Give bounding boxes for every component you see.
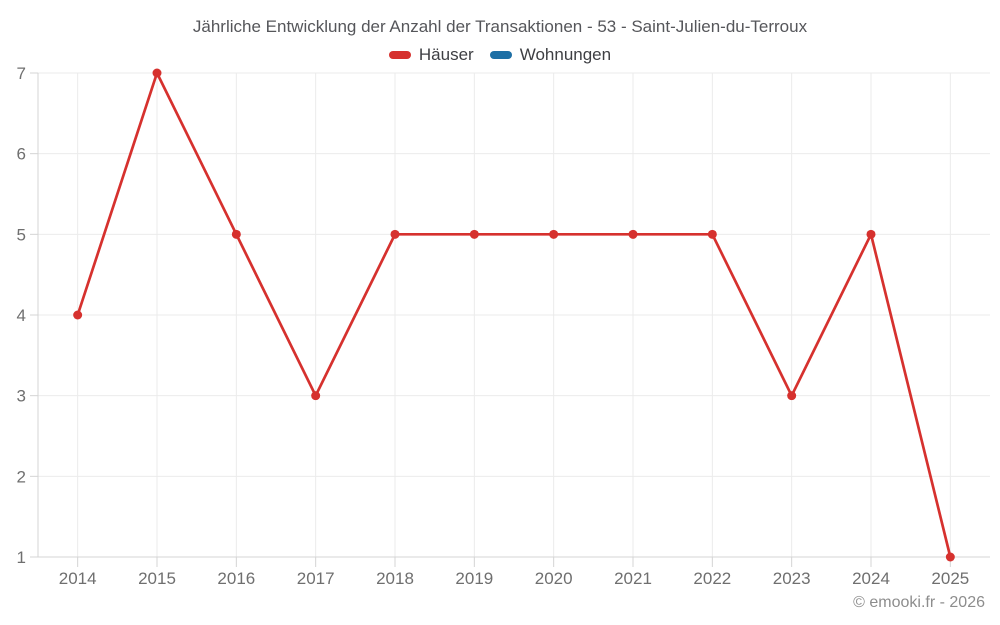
x-axis-label-2022: 2022 bbox=[693, 569, 731, 588]
y-axis-label-6: 6 bbox=[17, 145, 26, 164]
x-axis-label-2018: 2018 bbox=[376, 569, 414, 588]
axes bbox=[30, 72, 990, 567]
y-axis-label-2: 2 bbox=[17, 467, 26, 486]
y-axis-label-7: 7 bbox=[17, 64, 26, 83]
y-axis-label-1: 1 bbox=[17, 548, 26, 567]
chart-legend: Häuser Wohnungen bbox=[0, 44, 1000, 66]
x-axis-label-2025: 2025 bbox=[931, 569, 969, 588]
x-axis-label-2017: 2017 bbox=[297, 569, 335, 588]
y-axis-label-4: 4 bbox=[17, 306, 26, 325]
x-axis-label-2024: 2024 bbox=[852, 569, 890, 588]
legend-swatch-haeuser-icon bbox=[388, 51, 411, 59]
x-axis-label-2014: 2014 bbox=[59, 569, 97, 588]
series-line-häuser bbox=[76, 71, 952, 559]
x-axis-label-2023: 2023 bbox=[773, 569, 811, 588]
data-point-2019 bbox=[469, 229, 479, 239]
data-point-2024 bbox=[866, 229, 876, 239]
legend-item-wohnungen[interactable]: Wohnungen bbox=[489, 44, 612, 66]
x-axis-label-2015: 2015 bbox=[138, 569, 176, 588]
data-point-2021 bbox=[628, 229, 638, 239]
axis-labels: 1 2 3 4 5 6 7 2014 2015 2016 2017 2018 2019 2020 2021 2… bbox=[17, 64, 970, 588]
data-point-2022 bbox=[707, 229, 717, 239]
data-point-2016 bbox=[231, 229, 241, 239]
data-point-2017 bbox=[311, 391, 321, 401]
data-point-2023 bbox=[787, 391, 797, 401]
data-point-2025 bbox=[945, 552, 955, 562]
copyright-text: © emooki.fr - 2026 bbox=[853, 594, 985, 611]
x-axis-label-2020: 2020 bbox=[535, 569, 573, 588]
data-point-2020 bbox=[549, 229, 559, 239]
legend-swatch-wohnungen-icon bbox=[489, 51, 512, 59]
gridlines bbox=[38, 72, 990, 558]
legend-item-haeuser[interactable]: Häuser bbox=[388, 44, 474, 66]
data-point-2018 bbox=[390, 229, 400, 239]
x-axis-label-2016: 2016 bbox=[217, 569, 255, 588]
legend-label-haeuser: Häuser bbox=[418, 45, 474, 64]
y-axis-label-5: 5 bbox=[17, 225, 26, 244]
x-axis-label-2019: 2019 bbox=[455, 569, 493, 588]
data-point-2015 bbox=[152, 68, 162, 78]
x-axis-label-2021: 2021 bbox=[614, 569, 652, 588]
chart-title: Jährliche Entwicklung der Anzahl der Tra… bbox=[192, 17, 808, 36]
legend-label-wohnungen: Wohnungen bbox=[519, 45, 612, 64]
series-häuser bbox=[73, 68, 955, 562]
y-axis-label-3: 3 bbox=[17, 387, 26, 406]
data-point-2014 bbox=[73, 310, 83, 320]
